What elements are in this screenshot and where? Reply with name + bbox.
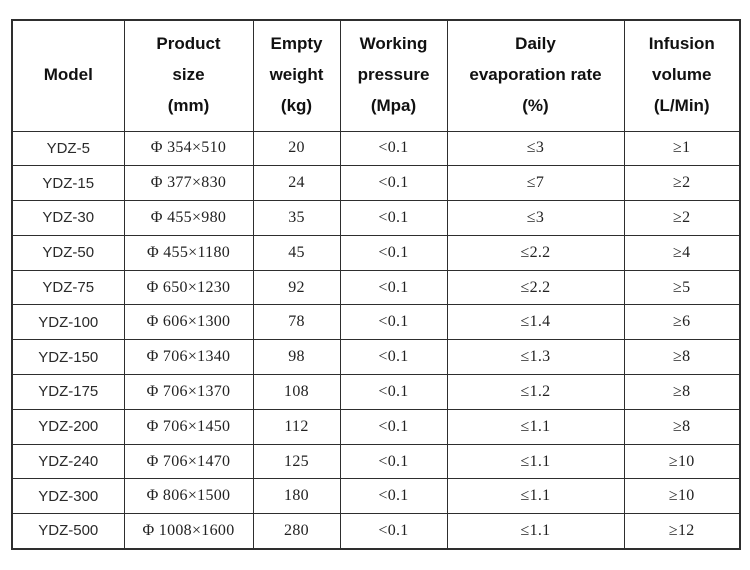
header-row: Model Product size (mm) Empty weight (kg… (11, 19, 741, 132)
cell-daily-evaporation-rate: ≤1.2 (446, 374, 625, 410)
cell-daily-evaporation-rate: ≤1.1 (446, 513, 625, 550)
cell-model: YDZ-30 (11, 200, 125, 236)
cell-empty-weight: 20 (252, 130, 341, 167)
col-header-product-size: Product size (mm) (123, 19, 254, 132)
cell-product-size: Φ 1008×1600 (123, 513, 254, 550)
cell-working-pressure: <0.1 (339, 339, 448, 376)
cell-product-size: Φ 706×1470 (123, 443, 254, 480)
cell-infusion-volume: ≥5 (623, 269, 741, 306)
cell-empty-weight: 24 (252, 165, 341, 202)
cell-product-size: Φ 706×1370 (123, 374, 254, 410)
table-row: YDZ-30 Φ 455×980 35 <0.1 ≤3 ≥2 (11, 200, 741, 236)
cell-model: YDZ-50 (11, 234, 125, 271)
cell-daily-evaporation-rate: ≤3 (446, 130, 625, 167)
cell-daily-evaporation-rate: ≤2.2 (446, 234, 625, 271)
cell-working-pressure: <0.1 (339, 408, 448, 445)
cell-infusion-volume: ≥12 (623, 513, 741, 550)
cell-empty-weight: 78 (252, 304, 341, 341)
col-header-working-pressure: Working pressure (Mpa) (339, 19, 448, 132)
col-header-model: Model (11, 19, 125, 132)
cell-working-pressure: <0.1 (339, 443, 448, 480)
cell-product-size: Φ 806×1500 (123, 478, 254, 515)
cell-daily-evaporation-rate: ≤1.3 (446, 339, 625, 376)
cell-product-size: Φ 377×830 (123, 165, 254, 202)
cell-daily-evaporation-rate: ≤3 (446, 200, 625, 236)
table-row: YDZ-500 Φ 1008×1600 280 <0.1 ≤1.1 ≥12 (11, 513, 741, 550)
cell-product-size: Φ 650×1230 (123, 269, 254, 306)
cell-infusion-volume: ≥2 (623, 165, 741, 202)
table-row: YDZ-100 Φ 606×1300 78 <0.1 ≤1.4 ≥6 (11, 304, 741, 341)
cell-empty-weight: 98 (252, 339, 341, 376)
cell-model: YDZ-15 (11, 165, 125, 202)
cell-empty-weight: 112 (252, 408, 341, 445)
cell-infusion-volume: ≥8 (623, 339, 741, 376)
table-row: YDZ-200 Φ 706×1450 112 <0.1 ≤1.1 ≥8 (11, 408, 741, 445)
table-row: YDZ-50 Φ 455×1180 45 <0.1 ≤2.2 ≥4 (11, 234, 741, 271)
table-row: YDZ-175 Φ 706×1370 108 <0.1 ≤1.2 ≥8 (11, 374, 741, 410)
table-body: YDZ-5 Φ 354×510 20 <0.1 ≤3 ≥1 YDZ-15 Φ 377×830 2… (11, 130, 741, 550)
cell-empty-weight: 45 (252, 234, 341, 271)
cell-model: YDZ-200 (11, 408, 125, 445)
cell-working-pressure: <0.1 (339, 200, 448, 236)
cell-empty-weight: 125 (252, 443, 341, 480)
cell-infusion-volume: ≥1 (623, 130, 741, 167)
cell-working-pressure: <0.1 (339, 478, 448, 515)
cell-empty-weight: 92 (252, 269, 341, 306)
cell-model: YDZ-5 (11, 130, 125, 167)
cell-daily-evaporation-rate: ≤1.4 (446, 304, 625, 341)
col-header-empty-weight: Empty weight (kg) (252, 19, 341, 132)
cell-daily-evaporation-rate: ≤1.1 (446, 408, 625, 445)
cell-working-pressure: <0.1 (339, 234, 448, 271)
cell-empty-weight: 35 (252, 200, 341, 236)
cell-product-size: Φ 606×1300 (123, 304, 254, 341)
cell-infusion-volume: ≥8 (623, 408, 741, 445)
cell-daily-evaporation-rate: ≤1.1 (446, 478, 625, 515)
cell-infusion-volume: ≥10 (623, 478, 741, 515)
col-header-daily-evaporation-rate: Daily evaporation rate (%) (446, 19, 625, 132)
cell-product-size: Φ 706×1340 (123, 339, 254, 376)
cell-empty-weight: 280 (252, 513, 341, 550)
cell-model: YDZ-500 (11, 513, 125, 550)
cell-product-size: Φ 354×510 (123, 130, 254, 167)
cell-daily-evaporation-rate: ≤2.2 (446, 269, 625, 306)
cell-model: YDZ-75 (11, 269, 125, 306)
cell-empty-weight: 180 (252, 478, 341, 515)
cell-infusion-volume: ≥8 (623, 374, 741, 410)
cell-working-pressure: <0.1 (339, 304, 448, 341)
table-row: YDZ-75 Φ 650×1230 92 <0.1 ≤2.2 ≥5 (11, 269, 741, 306)
cell-daily-evaporation-rate: ≤7 (446, 165, 625, 202)
cell-infusion-volume: ≥6 (623, 304, 741, 341)
cell-infusion-volume: ≥10 (623, 443, 741, 480)
cell-working-pressure: <0.1 (339, 269, 448, 306)
cell-empty-weight: 108 (252, 374, 341, 410)
cell-model: YDZ-150 (11, 339, 125, 376)
cell-working-pressure: <0.1 (339, 513, 448, 550)
cell-infusion-volume: ≥2 (623, 200, 741, 236)
cell-working-pressure: <0.1 (339, 165, 448, 202)
cell-product-size: Φ 706×1450 (123, 408, 254, 445)
cell-model: YDZ-175 (11, 374, 125, 410)
cell-daily-evaporation-rate: ≤1.1 (446, 443, 625, 480)
table-row: YDZ-15 Φ 377×830 24 <0.1 ≤7 ≥2 (11, 165, 741, 202)
table-row: YDZ-5 Φ 354×510 20 <0.1 ≤3 ≥1 (11, 130, 741, 167)
product-spec-table: Model Product size (mm) Empty weight (kg… (11, 19, 741, 550)
table-row: YDZ-300 Φ 806×1500 180 <0.1 ≤1.1 ≥10 (11, 478, 741, 515)
cell-working-pressure: <0.1 (339, 374, 448, 410)
table-row: YDZ-150 Φ 706×1340 98 <0.1 ≤1.3 ≥8 (11, 339, 741, 376)
col-header-infusion-volume: Infusion volume (L/Min) (623, 19, 741, 132)
cell-infusion-volume: ≥4 (623, 234, 741, 271)
cell-product-size: Φ 455×1180 (123, 234, 254, 271)
table-row: YDZ-240 Φ 706×1470 125 <0.1 ≤1.1 ≥10 (11, 443, 741, 480)
cell-model: YDZ-240 (11, 443, 125, 480)
cell-product-size: Φ 455×980 (123, 200, 254, 236)
cell-working-pressure: <0.1 (339, 130, 448, 167)
cell-model: YDZ-100 (11, 304, 125, 341)
cell-model: YDZ-300 (11, 478, 125, 515)
